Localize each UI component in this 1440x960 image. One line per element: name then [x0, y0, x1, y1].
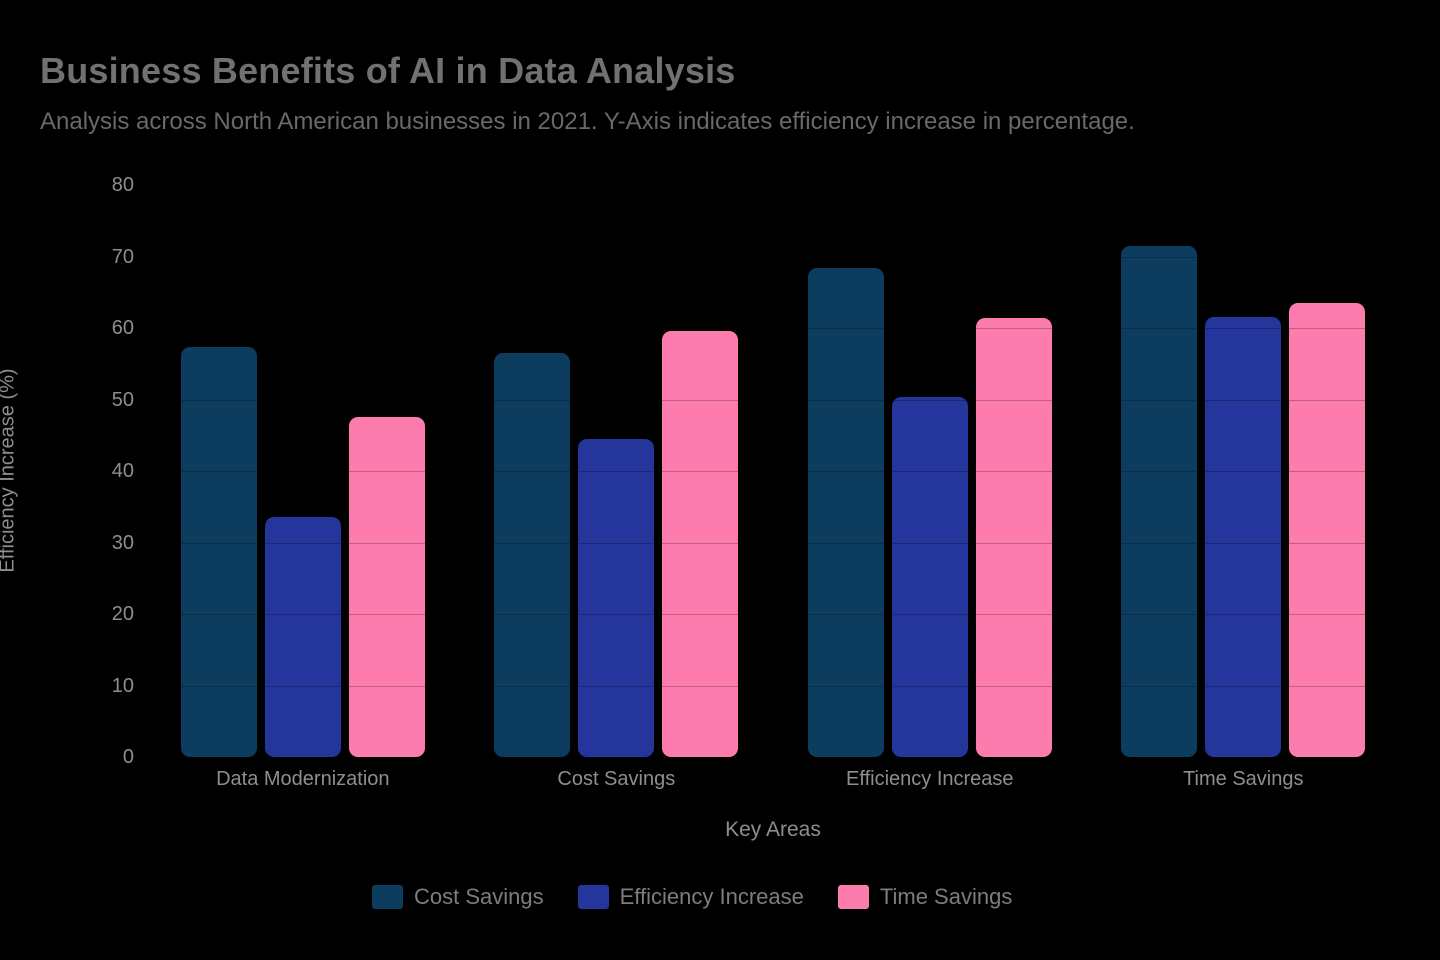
x-category-label-efficiency-increase: Efficiency Increase: [846, 768, 1014, 790]
y-tick-label-60: 60: [111, 317, 134, 339]
bar-efficiency-increase-efficiency-increase: [891, 396, 968, 757]
gridline-60: [146, 328, 1400, 329]
bar-time-savings-data-modernization: [348, 416, 425, 757]
plot-area: [146, 185, 1400, 757]
bar-cost-savings-data-modernization: [180, 346, 257, 757]
legend-label: Cost Savings: [414, 884, 544, 909]
gridline-50: [146, 399, 1400, 401]
bar-cost-savings-efficiency-increase: [807, 267, 884, 757]
y-tick-label-40: 40: [111, 460, 134, 482]
bar-time-savings-cost-savings: [662, 330, 739, 757]
bar-cost-savings-time-savings: [1121, 245, 1198, 757]
gridline-80: [146, 185, 1400, 186]
gridline-30: [146, 542, 1400, 544]
chart-subtitle: Analysis across North American businesse…: [40, 108, 1135, 135]
legend-swatch-icon: [372, 885, 403, 909]
x-category-label-data-modernization: Data Modernization: [216, 768, 390, 790]
bar-efficiency-increase-data-modernization: [264, 516, 341, 757]
gridline-20: [146, 614, 1400, 615]
legend-label: Time Savings: [879, 884, 1013, 909]
legend-item-cost-savings[interactable]: Cost Savings: [372, 884, 544, 910]
legend-label: Efficiency Increase: [619, 884, 804, 909]
bar-time-savings-efficiency-increase: [975, 318, 1052, 757]
x-category-label-time-savings: Time Savings: [1183, 768, 1304, 790]
gridline-70: [146, 256, 1400, 258]
x-axis-title: Key Areas: [725, 818, 821, 841]
y-tick-label-50: 50: [111, 388, 134, 411]
gridline-40: [146, 471, 1400, 472]
legend: Cost Savings Efficiency Increase Time Savi…: [372, 884, 1012, 910]
y-tick-label-0: 0: [122, 746, 134, 768]
y-axis-title: Efficiency Increase (%): [0, 368, 19, 573]
gridline-10: [146, 685, 1400, 687]
y-tick-label-80: 80: [111, 174, 134, 196]
bar-cost-savings-cost-savings: [494, 353, 571, 757]
bar-efficiency-increase-time-savings: [1205, 317, 1282, 757]
bar-efficiency-increase-cost-savings: [578, 438, 655, 757]
legend-swatch-icon: [577, 885, 609, 909]
y-tick-label-70: 70: [111, 245, 134, 268]
chart-title: Business Benefits of AI in Data Analysis: [40, 50, 736, 91]
y-tick-label-20: 20: [111, 603, 134, 625]
legend-item-efficiency-increase[interactable]: Efficiency Increase: [577, 884, 804, 910]
y-tick-label-10: 10: [111, 674, 134, 697]
legend-item-time-savings[interactable]: Time Savings: [837, 884, 1013, 910]
x-category-label-cost-savings: Cost Savings: [557, 768, 676, 790]
bar-time-savings-time-savings: [1289, 303, 1366, 757]
y-tick-label-30: 30: [111, 531, 134, 554]
legend-swatch-icon: [837, 885, 869, 909]
